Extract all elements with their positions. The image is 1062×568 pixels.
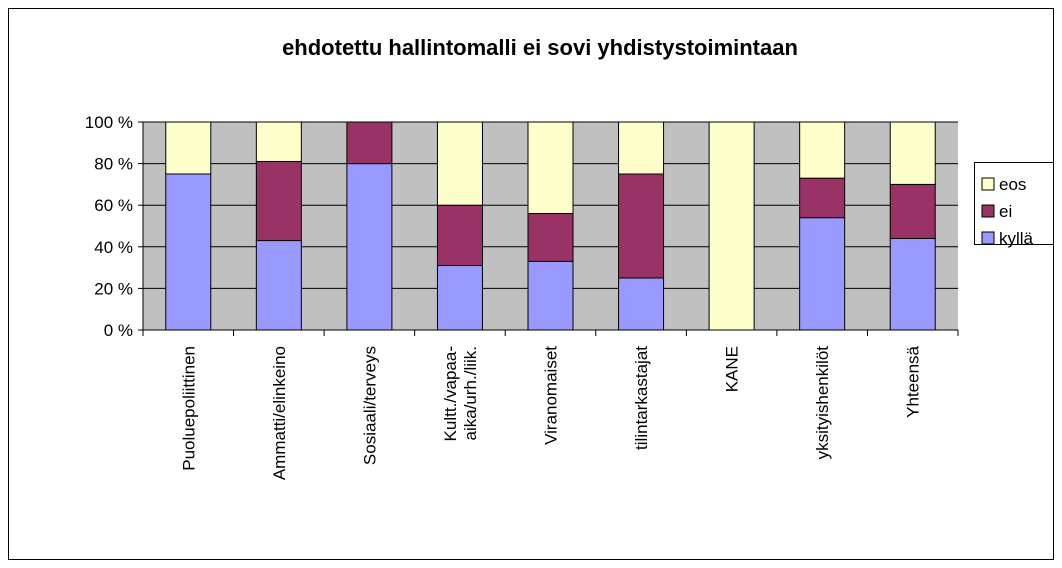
x-tick-label: Puoluepoliittinen [179,346,198,471]
bar-segment [165,121,212,175]
chart-title: ehdotettu hallintomalli ei sovi yhdistys… [282,35,798,60]
bar-segment [255,161,302,242]
legend-label: eos [999,175,1026,194]
bar-segment [436,121,483,206]
bar-segment [889,237,936,331]
bar-segment [527,121,574,215]
x-tick-label-line: aika/urh./liik. [461,346,480,440]
bar-segment [436,265,483,331]
bar-segment [165,173,212,331]
bar-segment [255,121,302,163]
bar-segment [346,163,393,331]
bar-segment [799,177,846,219]
bar-segment [618,173,665,279]
y-tick-label: 20 % [94,279,133,298]
y-tick-label: 100 % [85,113,133,132]
bar-segment [527,213,574,262]
bar-segment [889,121,936,185]
legend-swatch [981,231,995,245]
bar-segment [799,217,846,331]
legend-label: kyllä [999,229,1034,248]
x-tick-label: Yhteensä [904,345,923,417]
bar-segment [618,121,665,175]
bar-segment [255,240,302,331]
x-tick-label: Kultt./vapaa-aika/urh./liik. [441,346,480,441]
bar-segment [799,121,846,179]
y-tick-label: 0 % [104,321,133,340]
x-tick-label: Ammatti/elinkeino [270,346,289,480]
x-tick-label: Viranomaiset [542,346,561,445]
legend-label: ei [999,202,1012,221]
x-tick-label-line: Kultt./vapaa- [441,346,460,441]
y-tick-label: 40 % [94,238,133,257]
x-tick-label: KANE [723,346,742,392]
legend-swatch [981,204,995,218]
bar-segment [527,260,574,331]
bar-segment [618,277,665,331]
legend-box [974,162,1054,245]
bar-segment [708,121,755,331]
x-tick-label: Sosiaali/terveys [360,346,379,465]
y-tick-label: 60 % [94,196,133,215]
bar-segment [889,183,936,239]
x-tick-label: yksityishenkilöt [813,346,832,460]
bar-segment [346,121,393,165]
bar-segment [436,204,483,267]
x-tick-label: tilintarkastajat [632,346,651,450]
y-tick-label: 80 % [94,155,133,174]
legend-swatch [981,177,995,191]
